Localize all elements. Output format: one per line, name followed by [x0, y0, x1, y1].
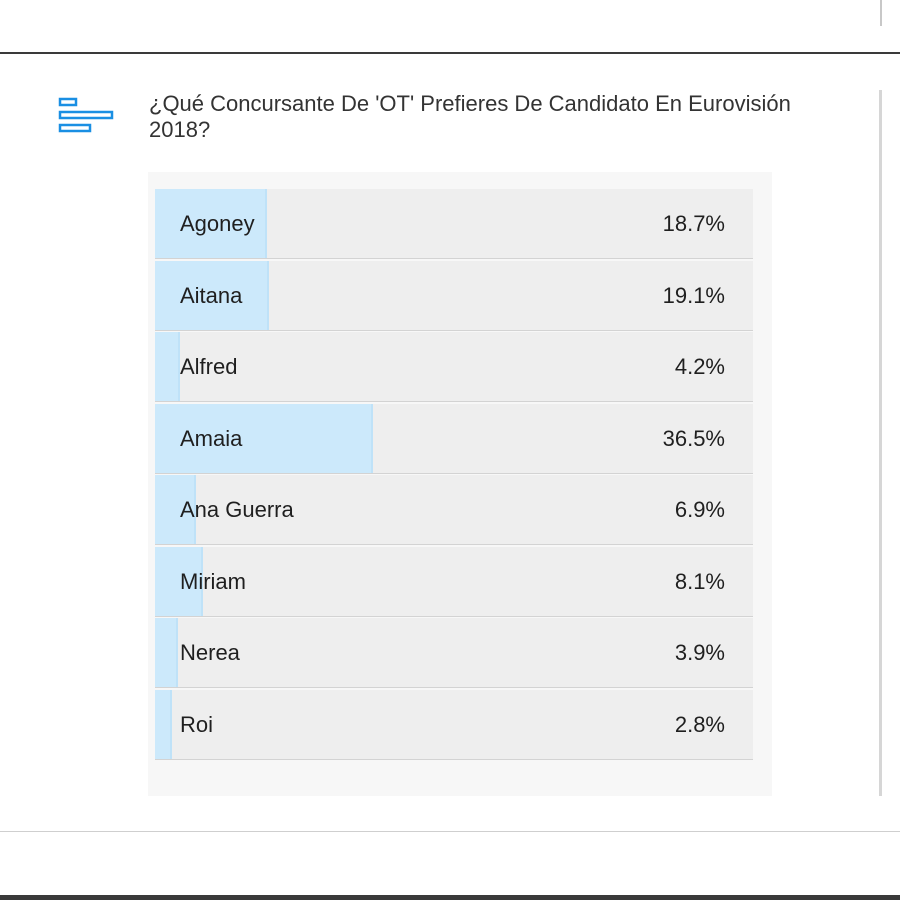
- poll-option-percent: 3.9%: [674, 640, 725, 665]
- poll-option-label: Agoney: [180, 211, 255, 236]
- content-scroll-edge: [879, 90, 882, 796]
- poll-option-label: Miriam: [180, 568, 246, 594]
- poll-bar-fill: [155, 332, 181, 401]
- poll-option-percent: 4.2%: [674, 354, 725, 379]
- poll-option-percent: 36.5%: [662, 425, 725, 451]
- poll-option-row[interactable]: Aitana 19.1%: [155, 260, 753, 331]
- poll-bar-fill: [155, 618, 179, 687]
- poll-option-row[interactable]: Amaia 36.5%: [155, 403, 753, 474]
- poll-option-label: Aitana: [180, 282, 243, 308]
- poll-option-percent: 19.1%: [662, 282, 725, 308]
- header-divider: [0, 52, 900, 54]
- poll-option-row[interactable]: Miriam 8.1%: [155, 546, 753, 617]
- poll-option-percent: 8.1%: [674, 568, 725, 594]
- footer-divider: [0, 895, 900, 900]
- poll-bars: Agoney 18.7% Aitana 19.1% Alfred 4.2% Amaia 36.…: [155, 189, 753, 761]
- bar-chart-icon: [58, 97, 114, 133]
- content-divider: [0, 831, 900, 832]
- poll-option-row[interactable]: Agoney 18.7%: [155, 189, 753, 259]
- poll-option-percent: 2.8%: [674, 711, 725, 737]
- poll-bar-fill: [155, 403, 374, 473]
- poll-option-label: Ana Guerra: [180, 497, 294, 522]
- poll-question-title: ¿Qué Concursante De 'OT' Prefieres De Ca…: [149, 91, 791, 142]
- poll-option-row[interactable]: Alfred 4.2%: [155, 332, 753, 402]
- poll-option-percent: 6.9%: [674, 497, 725, 522]
- poll-option-row[interactable]: Roi 2.8%: [155, 689, 753, 760]
- poll-bar-fill: [155, 260, 270, 330]
- top-edge-tick: [880, 0, 882, 26]
- poll-bar-fill: [155, 689, 172, 759]
- poll-option-label: Amaia: [180, 425, 243, 451]
- poll-option-label: Alfred: [180, 354, 238, 379]
- poll-option-row[interactable]: Nerea 3.9%: [155, 618, 753, 688]
- poll-bar-fill: [155, 546, 204, 616]
- poll-results-panel: Agoney 18.7% Aitana 19.1% Alfred 4.2% Amaia 36.…: [148, 172, 772, 796]
- poll-option-label: Nerea: [180, 640, 240, 665]
- poll-option-percent: 18.7%: [662, 211, 725, 236]
- poll-bar-fill: [155, 189, 267, 258]
- poll-option-label: Roi: [180, 711, 214, 737]
- poll-option-row[interactable]: Ana Guerra 6.9%: [155, 475, 753, 545]
- poll-bar-fill: [155, 475, 197, 544]
